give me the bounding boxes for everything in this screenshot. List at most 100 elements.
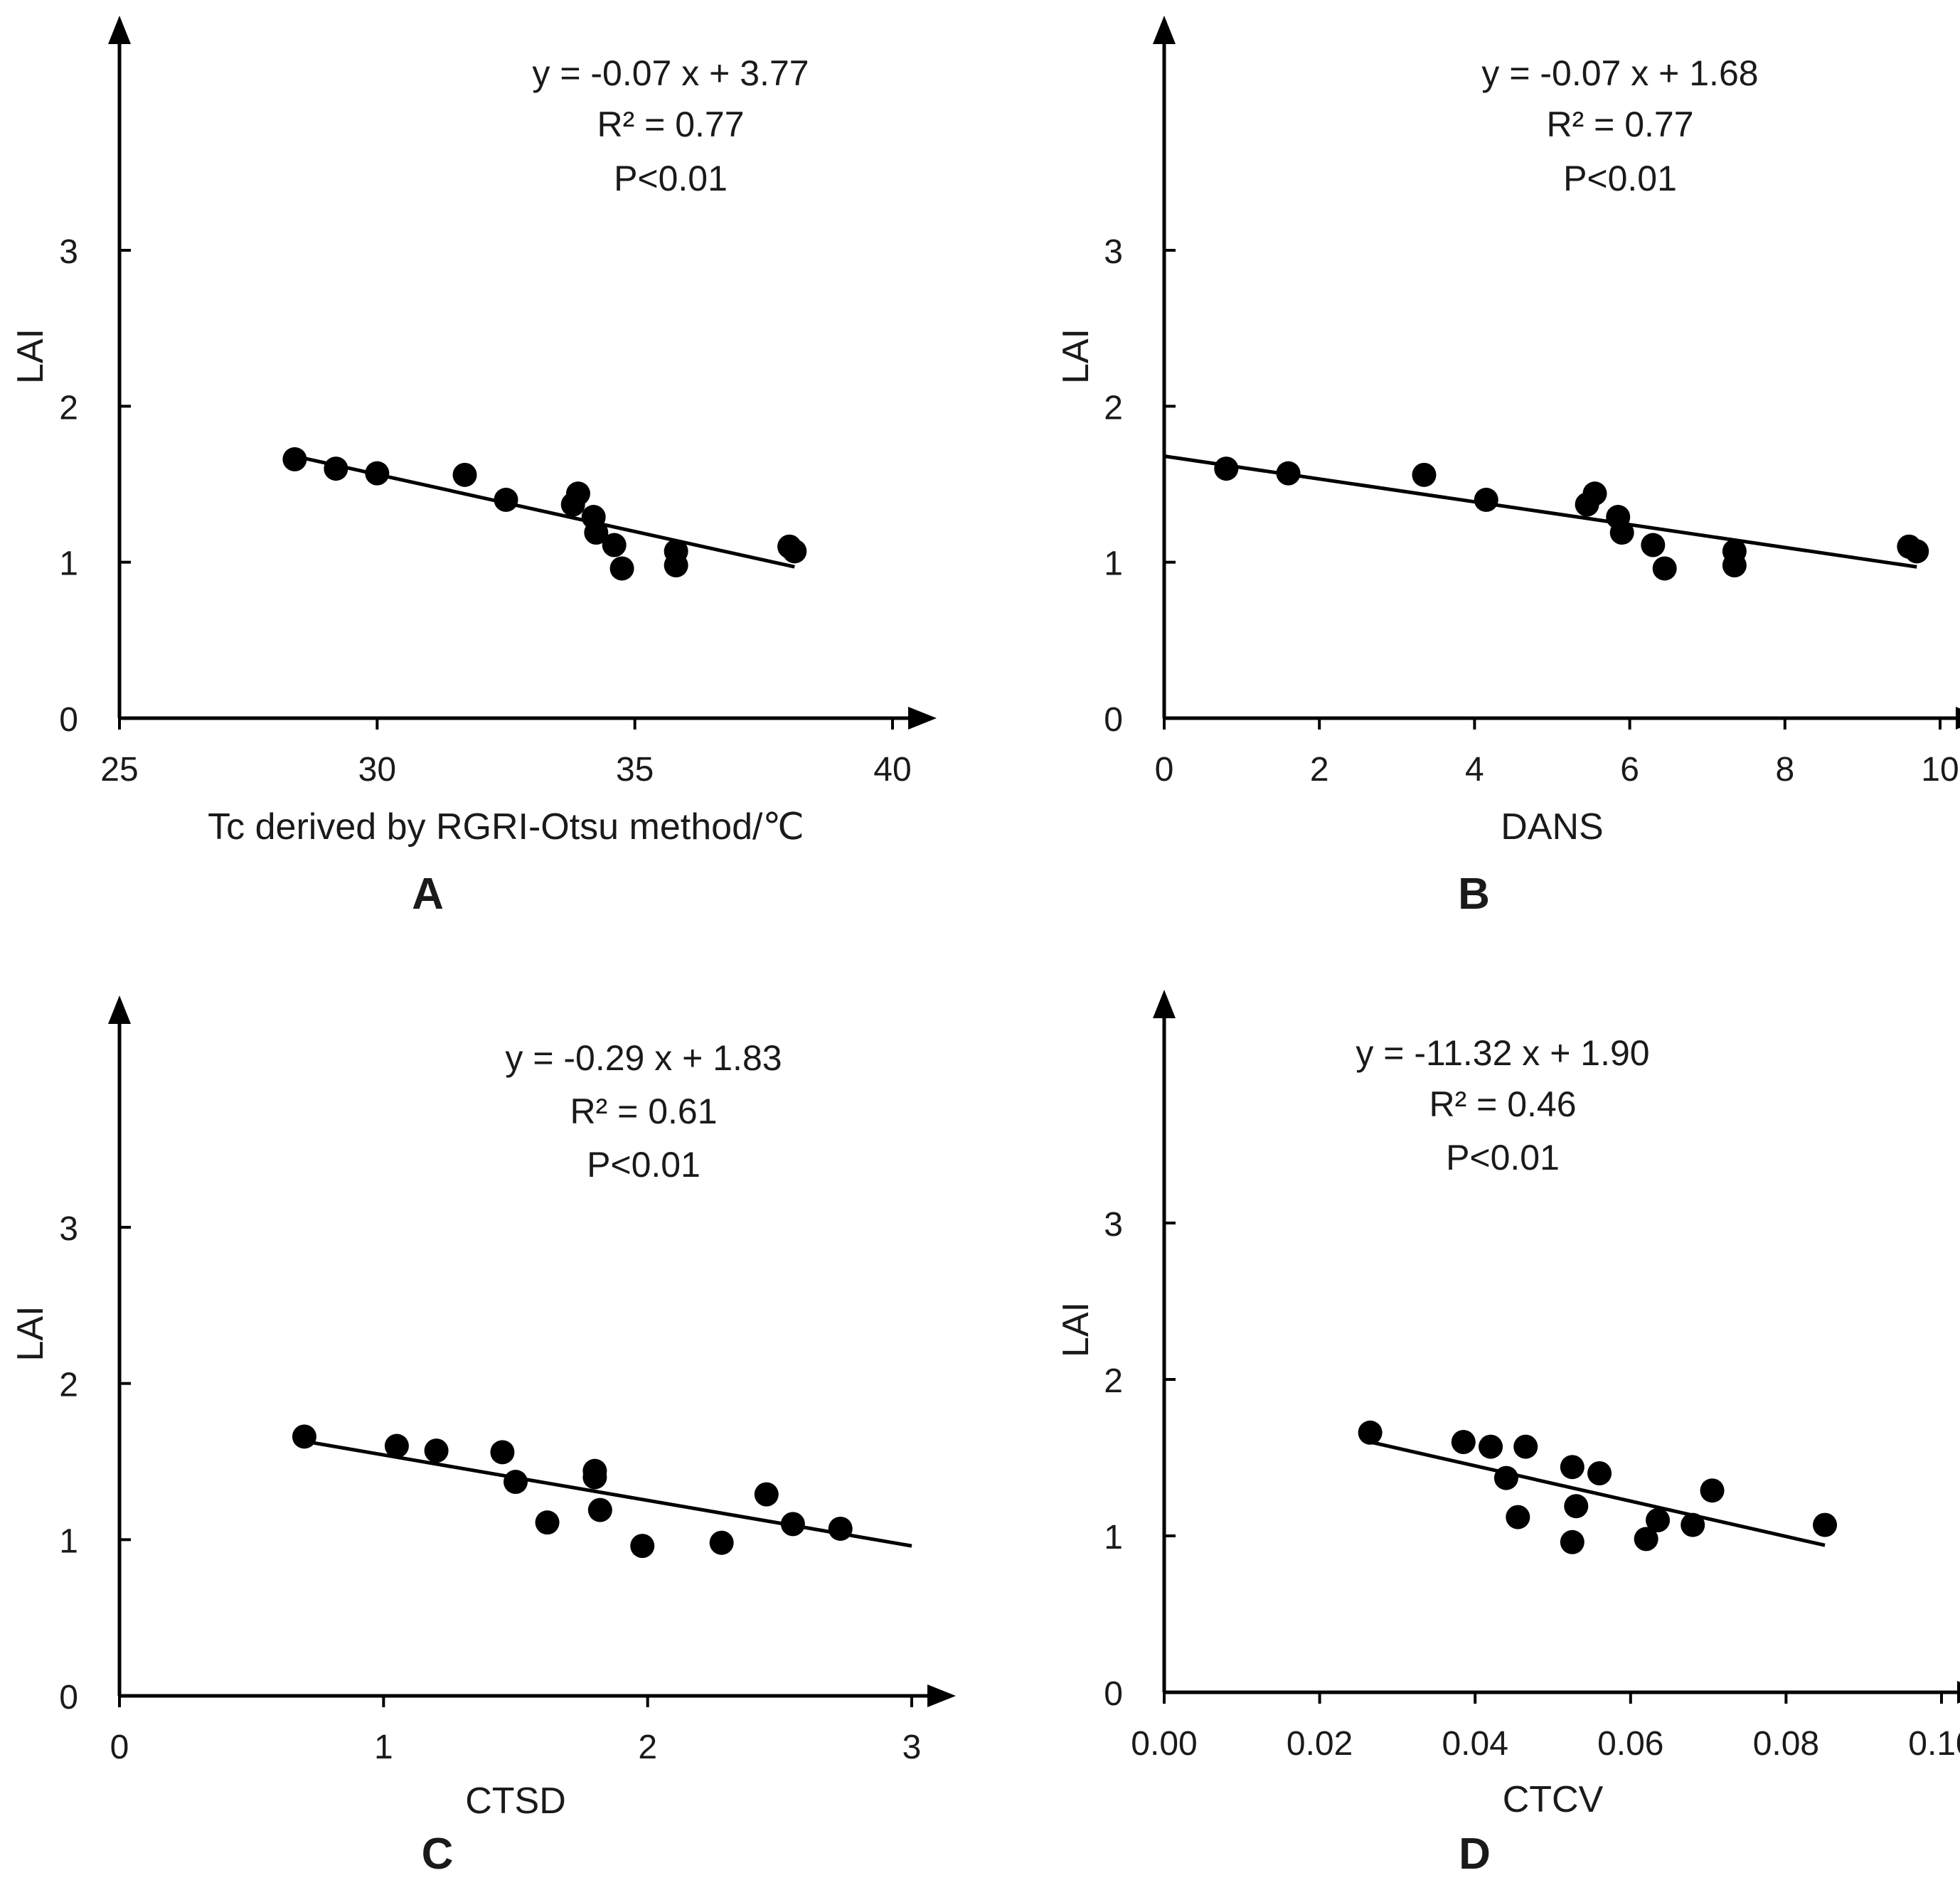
data-point — [1358, 1420, 1383, 1445]
y-tick-label: 0 — [59, 701, 78, 739]
y-tick-label: 3 — [59, 1210, 78, 1248]
y-tick-label: 1 — [1104, 1519, 1123, 1556]
panel-letter: A — [412, 870, 444, 919]
x-tick-label: 0 — [1155, 751, 1174, 789]
data-point — [565, 481, 590, 506]
y-tick-label: 2 — [59, 389, 78, 427]
data-point — [828, 1516, 853, 1541]
data-point — [630, 1534, 655, 1559]
panel-a: 25 30 35 40 0 1 2 3 Tc derived by RGRI-Otsu meth… — [10, 16, 937, 919]
y-tick-label: 0 — [1104, 1675, 1123, 1713]
data-point — [1479, 1434, 1503, 1459]
x-tick-label: 0.06 — [1597, 1725, 1663, 1763]
regression-line — [1370, 1440, 1826, 1547]
x-tick-label: 1 — [374, 1729, 393, 1766]
regression-equation: y = -0.07 x + 1.68 — [1481, 53, 1758, 93]
data-point — [1681, 1512, 1705, 1537]
x-tick-label: 25 — [100, 751, 138, 789]
x-axis-arrowhead — [908, 707, 937, 730]
y-tick-label: 0 — [59, 1679, 78, 1716]
x-tick-label: 2 — [1310, 751, 1329, 789]
x-axis-arrowhead — [1957, 1681, 1960, 1704]
y-tick-label: 3 — [59, 233, 78, 271]
y-tick-label: 1 — [1104, 545, 1123, 583]
data-point — [452, 462, 477, 487]
data-point — [1700, 1478, 1725, 1503]
data-point — [754, 1482, 779, 1507]
data-point — [1609, 520, 1634, 545]
p-value-label: P<0.01 — [1563, 159, 1677, 198]
y-tick-label: 3 — [1104, 233, 1123, 271]
data-point — [1451, 1430, 1476, 1454]
x-tick-label: 0.10 — [1908, 1725, 1960, 1763]
x-tick-label: 2 — [638, 1729, 657, 1766]
data-point — [782, 539, 807, 564]
data-point — [424, 1438, 449, 1463]
y-tick-label: 1 — [59, 545, 78, 583]
data-point — [609, 556, 634, 581]
y-axis-title: LAI — [1055, 1302, 1097, 1357]
data-point — [664, 553, 688, 578]
y-axis-arrowhead — [108, 16, 131, 44]
panel-d: 0.00 0.02 0.04 0.06 0.08 0.10 0 1 2 3 CTCV LAI y = -… — [1055, 990, 1960, 1879]
x-tick-label: 8 — [1775, 751, 1794, 789]
data-point — [292, 1424, 316, 1449]
r-squared-label: R² = 0.46 — [1429, 1084, 1576, 1124]
panel-b: 0 2 4 6 8 10 0 1 2 3 DANS LAI y = -0.07 x + 1.68 R² =… — [1055, 16, 1960, 919]
y-tick-label: 2 — [1104, 389, 1123, 427]
data-point — [1641, 533, 1666, 557]
x-tick-label: 0.02 — [1287, 1725, 1353, 1763]
data-point — [1646, 1508, 1671, 1532]
data-point — [584, 520, 609, 545]
data-point — [1587, 1461, 1612, 1485]
data-point — [384, 1433, 409, 1458]
data-point — [1513, 1434, 1538, 1459]
data-point — [535, 1510, 560, 1535]
y-tick-label: 3 — [1104, 1206, 1123, 1244]
r-squared-label: R² = 0.77 — [597, 105, 744, 144]
x-tick-label: 30 — [358, 751, 396, 789]
data-point — [602, 533, 627, 557]
x-axis-arrowhead — [927, 1684, 956, 1707]
data-point — [1560, 1529, 1584, 1554]
data-point — [494, 487, 518, 512]
data-point — [582, 1465, 607, 1490]
data-point — [1214, 456, 1239, 481]
y-axis-arrowhead — [1153, 16, 1176, 44]
data-point — [1560, 1455, 1584, 1480]
data-point — [282, 447, 307, 471]
x-tick-label: 0.04 — [1442, 1725, 1508, 1763]
panel-letter: B — [1458, 870, 1490, 919]
data-point — [1474, 487, 1498, 512]
data-point — [1582, 481, 1607, 506]
data-point — [1813, 1512, 1838, 1537]
x-axis-arrowhead — [1956, 707, 1960, 730]
data-point — [1652, 556, 1677, 581]
p-value-label: P<0.01 — [587, 1145, 701, 1185]
x-tick-label: 6 — [1620, 751, 1639, 789]
y-axis-title: LAI — [1055, 329, 1097, 384]
regression-line — [304, 1439, 912, 1548]
data-point — [1564, 1494, 1589, 1519]
data-point — [709, 1530, 734, 1555]
data-point — [1276, 461, 1301, 486]
panel-c: 0 1 2 3 0 1 2 3 CTSD LAI y = -0.29 x + 1.83 R² = 0.… — [10, 995, 956, 1879]
y-tick-label: 2 — [59, 1367, 78, 1404]
y-axis-title: LAI — [10, 1305, 51, 1361]
y-axis-title: LAI — [10, 329, 51, 384]
y-axis-arrowhead — [108, 995, 131, 1024]
r-squared-label: R² = 0.61 — [570, 1091, 717, 1131]
x-axis-title: DANS — [1501, 806, 1603, 848]
y-tick-label: 0 — [1104, 701, 1123, 739]
regression-equation: y = -11.32 x + 1.90 — [1356, 1033, 1649, 1073]
panel-letter: C — [422, 1830, 454, 1879]
data-point — [1493, 1465, 1518, 1490]
x-tick-label: 10 — [1921, 751, 1959, 789]
x-tick-label: 3 — [902, 1729, 922, 1766]
y-tick-label: 1 — [59, 1522, 78, 1560]
data-point — [324, 456, 348, 481]
p-value-label: P<0.01 — [1446, 1138, 1560, 1178]
x-tick-label: 0.08 — [1753, 1725, 1819, 1763]
data-point — [504, 1470, 528, 1495]
